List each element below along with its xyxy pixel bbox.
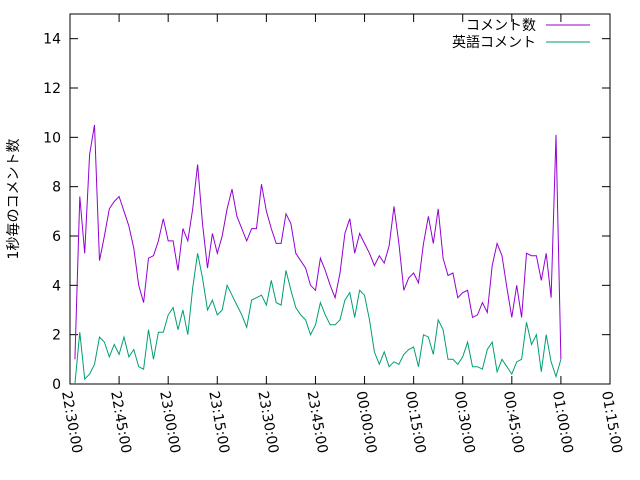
x-tick-label: 01:15:00	[598, 390, 625, 455]
series-line-1	[74, 124, 562, 360]
x-tick-label: 23:30:00	[254, 390, 281, 455]
y-axis-label: 1秒毎のコメント数	[6, 139, 22, 260]
x-tick-label: 23:00:00	[156, 390, 183, 455]
y-tick-label: 8	[52, 180, 61, 196]
x-tick-label: 22:45:00	[107, 390, 134, 455]
plot-frame	[69, 13, 611, 385]
legend-label: コメント数	[466, 18, 536, 34]
x-tick-label: 00:15:00	[402, 390, 429, 455]
y-tick-label: 14	[43, 32, 61, 48]
x-tick-label: 23:45:00	[304, 390, 331, 455]
x-tick-label: 22:30:00	[58, 390, 85, 455]
y-tick-label: 4	[52, 278, 61, 294]
x-tick-label: 00:45:00	[500, 390, 527, 455]
x-tick-label: 23:15:00	[205, 390, 232, 455]
y-tick-label: 6	[52, 229, 61, 245]
x-tick-label: 01:00:00	[549, 390, 576, 455]
y-tick-label: 2	[52, 328, 61, 344]
y-tick-label: 12	[43, 81, 61, 97]
legend-label: 英語コメント	[452, 34, 536, 51]
series-line-2	[74, 253, 562, 385]
x-tick-label: 00:30:00	[451, 390, 478, 455]
y-tick-label: 0	[52, 377, 61, 393]
y-tick-label: 10	[43, 130, 61, 146]
series-layer	[74, 124, 562, 385]
x-tick-label: 00:00:00	[353, 390, 380, 455]
